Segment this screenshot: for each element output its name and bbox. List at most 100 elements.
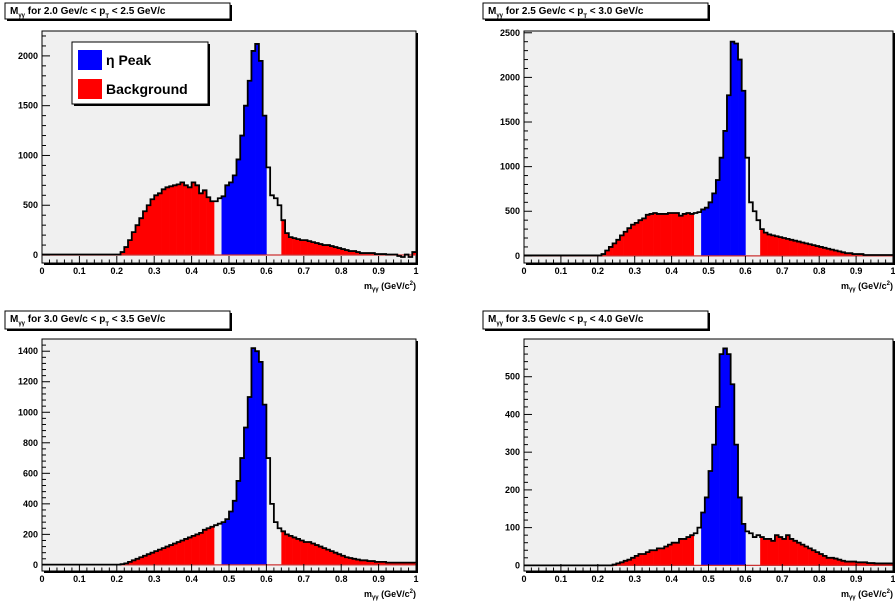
histogram-bar	[359, 560, 364, 565]
y-tick-label: 200	[505, 485, 520, 495]
histogram-bar	[202, 529, 207, 565]
histogram-bar	[841, 560, 846, 566]
histogram-bar	[393, 562, 398, 565]
histogram-bar	[712, 193, 717, 256]
histogram-bar	[631, 557, 635, 566]
y-tick-label: 0	[515, 560, 520, 570]
histogram-bar	[771, 235, 776, 256]
histogram-bar	[815, 552, 820, 566]
chart-panel: 0 0.1 0.2 0.3 0.4 0.5 0.6 0.7 0.8 0.9 1 0 500 1000 150…	[4, 2, 419, 293]
x-tick-label: 0	[521, 574, 526, 584]
histogram-bar	[307, 241, 312, 256]
x-tick-label: 0.6	[739, 266, 752, 276]
histogram-bar	[822, 555, 827, 566]
histogram-bar	[881, 563, 886, 566]
y-tick-label: 800	[23, 438, 38, 448]
histogram-bar	[656, 548, 661, 566]
histogram-bar	[374, 561, 379, 565]
plot-area	[524, 347, 893, 567]
histogram-bar	[741, 90, 746, 256]
histogram-bar	[255, 351, 260, 565]
histogram-bar	[763, 232, 768, 256]
histogram-bar	[870, 563, 875, 566]
y-tick-label: 1500	[500, 117, 520, 127]
histogram-bar	[176, 542, 181, 565]
histogram-bar	[187, 187, 192, 256]
x-tick-label: 1	[890, 266, 895, 276]
histogram-bar	[800, 242, 805, 256]
histogram-bar	[845, 561, 850, 566]
histogram-bar	[378, 561, 383, 565]
histogram-bar	[157, 549, 162, 565]
histogram-bar	[767, 234, 772, 256]
x-tick-label: 0.6	[260, 266, 273, 276]
histogram-bar	[741, 523, 746, 566]
histogram-bar	[172, 543, 177, 565]
histogram-bar	[712, 444, 717, 566]
histogram-bar	[642, 554, 647, 566]
histogram-bar	[247, 397, 252, 565]
y-tick-label: 1500	[18, 101, 38, 111]
chart-title: Mγγ for 2.5 Gev/c < pT < 3.0 GeV/c	[488, 6, 644, 20]
histogram-bar	[243, 105, 248, 256]
histogram-bar	[247, 80, 252, 256]
x-tick-label: 0.8	[335, 574, 348, 584]
histogram-bar	[139, 557, 144, 565]
histogram-bar	[885, 563, 890, 566]
histogram-bar	[782, 238, 787, 256]
histogram-bar	[804, 546, 809, 566]
x-tick-label: 0.8	[335, 266, 348, 276]
x-tick-label: 1	[413, 574, 418, 584]
histogram-bar	[631, 224, 635, 256]
histogram-bar	[682, 213, 687, 256]
y-tick-label: 2500	[500, 28, 520, 38]
histogram-bar	[161, 548, 166, 565]
y-tick-label: 0	[33, 560, 38, 570]
title-box	[4, 2, 231, 20]
histogram-bar	[285, 534, 290, 565]
histogram-bar	[303, 542, 308, 565]
histogram-bar	[371, 561, 376, 565]
histogram-bar	[232, 500, 237, 565]
histogram-bar	[157, 193, 162, 256]
histogram-bar	[404, 562, 409, 565]
histogram-bar	[723, 130, 728, 256]
histogram-bar	[225, 185, 230, 256]
x-axis-label: mγγ (GeV/c2)	[841, 589, 893, 601]
histogram-bar	[760, 229, 765, 256]
histogram-bar	[356, 252, 361, 256]
y-tick-label: 500	[23, 200, 38, 210]
histogram-bar	[833, 250, 838, 256]
x-tick-label: 0.4	[185, 266, 198, 276]
histogram-bar	[701, 512, 706, 566]
x-tick-label: 0	[39, 266, 44, 276]
histogram-bar	[789, 538, 794, 566]
histogram-bar	[782, 538, 787, 566]
histogram-bar	[715, 406, 720, 566]
histogram-bar	[307, 542, 312, 565]
histogram-bar	[612, 243, 617, 256]
histogram-bar	[608, 246, 613, 256]
x-tick-label: 0.9	[372, 574, 385, 584]
histogram-bar	[187, 537, 192, 565]
histogram-bar	[859, 562, 864, 566]
histogram-bar	[848, 253, 853, 256]
histogram-bar	[154, 195, 159, 256]
histogram-bar	[667, 544, 672, 566]
histogram-outline	[42, 347, 416, 566]
histogram-bar	[128, 240, 133, 256]
y-tick-label: 600	[23, 468, 38, 478]
histogram-bar	[311, 242, 316, 256]
histogram-bar	[229, 511, 234, 565]
histogram-bar	[605, 250, 610, 256]
histogram-bar	[288, 535, 293, 565]
histogram-bar	[660, 548, 665, 566]
histogram-bar	[767, 538, 772, 566]
histogram-bar	[660, 213, 665, 256]
histogram-bar	[412, 252, 416, 256]
x-tick-label: 0.4	[665, 266, 678, 276]
x-tick-label: 0.2	[111, 266, 124, 276]
histogram-bar	[236, 159, 241, 256]
histogram-bar	[315, 243, 320, 256]
